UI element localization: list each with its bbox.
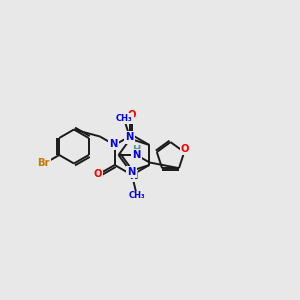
Text: O: O: [128, 110, 136, 119]
Text: O: O: [181, 144, 190, 154]
Text: Br: Br: [37, 158, 50, 168]
Text: O: O: [94, 169, 102, 179]
Text: CH₃: CH₃: [129, 191, 145, 200]
Text: CH₃: CH₃: [116, 114, 133, 123]
Text: N: N: [125, 132, 134, 142]
Text: N: N: [129, 171, 137, 181]
Text: H: H: [132, 145, 141, 155]
Text: N: N: [132, 150, 141, 160]
Text: N: N: [110, 139, 118, 149]
Text: N: N: [127, 167, 136, 177]
